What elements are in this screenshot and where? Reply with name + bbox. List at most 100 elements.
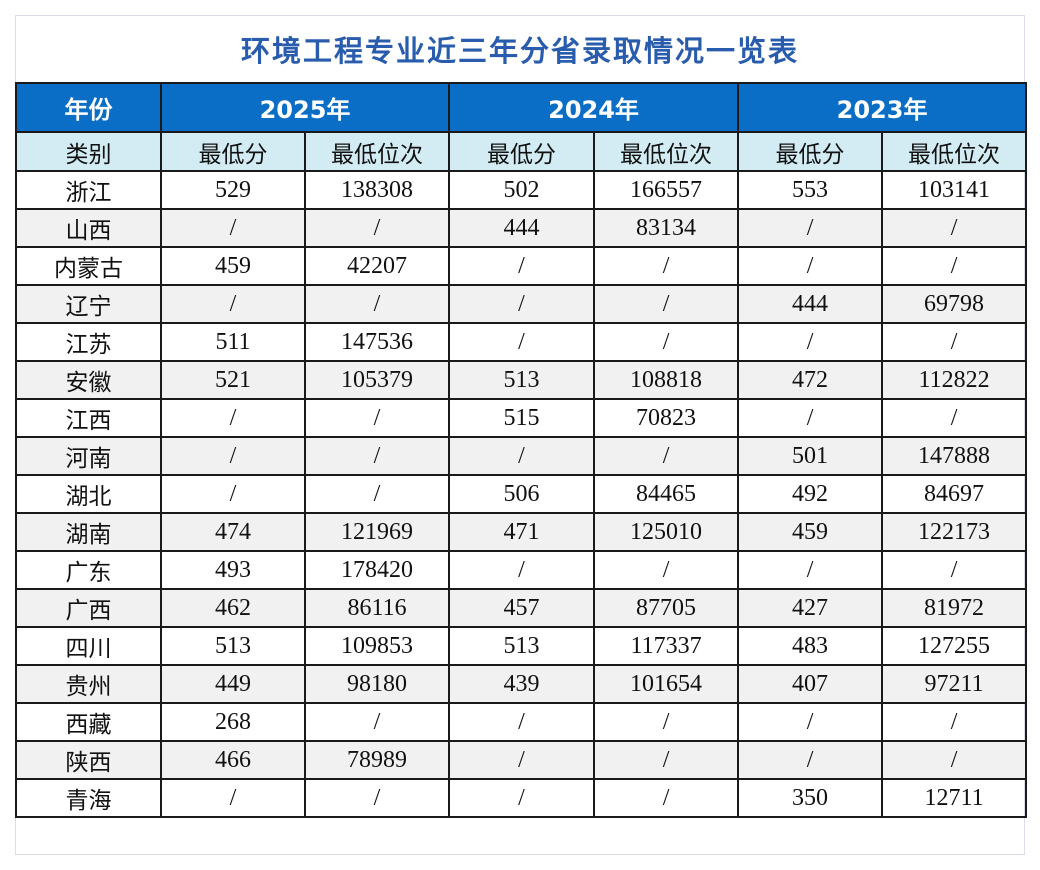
min-score-2023-cell: 492	[737, 474, 884, 514]
min-rank-2025-cell: /	[303, 778, 451, 818]
min-rank-header: 最低位次	[881, 131, 1028, 172]
min-rank-2023-cell: /	[881, 208, 1028, 248]
min-score-2023-cell: /	[737, 550, 884, 590]
min-score-2024-cell: /	[448, 550, 596, 590]
min-score-2025-cell: 529	[160, 170, 306, 210]
province-cell: 贵州	[15, 664, 162, 704]
min-rank-2024-cell: /	[593, 322, 740, 362]
min-score-2024-cell: /	[448, 284, 596, 324]
table-body: 浙江 529 138308 502 166557 553 103141 山西 //444 8313…	[15, 170, 1028, 818]
min-rank-2024-cell: 108818	[593, 360, 740, 400]
province-cell: 湖南	[15, 512, 162, 552]
table-row: 贵州 449 98180 439 101654 407 97211	[15, 664, 1028, 704]
min-rank-2023-cell: 127255	[881, 626, 1028, 666]
min-score-2025-cell: 474	[160, 512, 306, 552]
admission-table: 年份 2025年 2024年 2023年 类别 最低分 最低位次 最低分 最低位…	[15, 82, 1028, 818]
min-rank-2024-cell: 84465	[593, 474, 740, 514]
table-row: 广东 493 178420// / /	[15, 550, 1028, 590]
min-rank-header: 最低位次	[593, 131, 740, 172]
province-cell: 陕西	[15, 740, 162, 780]
min-score-2023-cell: 350	[737, 778, 884, 818]
province-cell: 浙江	[15, 170, 162, 210]
province-cell: 江苏	[15, 322, 162, 362]
min-score-2025-cell: 268	[160, 702, 306, 742]
min-rank-2024-cell: /	[593, 702, 740, 742]
table-row: 辽宁 / / //444 69798	[15, 284, 1028, 324]
min-rank-2023-cell: /	[881, 740, 1028, 780]
min-rank-2025-cell: 105379	[303, 360, 451, 400]
min-score-2024-cell: 502	[448, 170, 596, 210]
min-score-2024-cell: 457	[448, 588, 596, 628]
province-cell: 广西	[15, 588, 162, 628]
min-score-2025-cell: 513	[160, 626, 306, 666]
table-row: 安徽 521 105379 513 108818 472 112822	[15, 360, 1028, 400]
page-title: 环境工程专业近三年分省录取情况一览表	[240, 34, 799, 68]
min-score-2024-cell: 513	[448, 626, 596, 666]
province-cell: 内蒙古	[15, 246, 162, 286]
table-row: 江苏 511 147536// / /	[15, 322, 1028, 362]
min-score-2023-cell: 501	[737, 436, 884, 476]
min-score-2025-cell: 462	[160, 588, 306, 628]
province-cell: 辽宁	[15, 284, 162, 324]
min-rank-2025-cell: 109853	[303, 626, 451, 666]
min-score-2025-cell: /	[160, 398, 306, 438]
min-score-2024-cell: 506	[448, 474, 596, 514]
table-row: 江西 //515 70823//	[15, 398, 1028, 438]
min-rank-2025-cell: 86116	[303, 588, 451, 628]
min-score-2024-cell: 515	[448, 398, 596, 438]
min-rank-2024-cell: /	[593, 284, 740, 324]
min-score-header: 最低分	[160, 131, 306, 172]
year-header-2023: 2023年	[737, 82, 1028, 133]
min-rank-2025-cell: /	[303, 284, 451, 324]
min-score-2025-cell: /	[160, 436, 306, 476]
min-rank-2023-cell: /	[881, 322, 1028, 362]
table-row: 湖北 //506 84465 492 84697	[15, 474, 1028, 514]
min-rank-2023-cell: /	[881, 246, 1028, 286]
table-row: 广西 462 86116 457 87705 427 81972	[15, 588, 1028, 628]
min-rank-2024-cell: 70823	[593, 398, 740, 438]
min-rank-2023-cell: /	[881, 550, 1028, 590]
province-cell: 安徽	[15, 360, 162, 400]
min-score-2023-cell: 472	[737, 360, 884, 400]
min-score-2024-cell: /	[448, 702, 596, 742]
min-score-2024-cell: 471	[448, 512, 596, 552]
min-rank-2023-cell: /	[881, 702, 1028, 742]
min-score-2025-cell: /	[160, 284, 306, 324]
min-score-2024-cell: 439	[448, 664, 596, 704]
min-score-2023-cell: /	[737, 322, 884, 362]
min-score-header: 最低分	[448, 131, 596, 172]
table-row: 河南 / / //501 147888	[15, 436, 1028, 476]
min-rank-2025-cell: /	[303, 436, 451, 476]
min-rank-2023-cell: 84697	[881, 474, 1028, 514]
category-header-row: 类别 最低分 最低位次 最低分 最低位次 最低分 最低位次	[15, 131, 1028, 172]
min-rank-2023-cell: 122173	[881, 512, 1028, 552]
table-row: 陕西 466 78989// / /	[15, 740, 1028, 780]
min-rank-2025-cell: 121969	[303, 512, 451, 552]
min-score-2023-cell: 459	[737, 512, 884, 552]
min-score-2025-cell: 459	[160, 246, 306, 286]
min-rank-2025-cell: 178420	[303, 550, 451, 590]
min-rank-2025-cell: 42207	[303, 246, 451, 286]
min-score-2023-cell: 444	[737, 284, 884, 324]
min-rank-2025-cell: 98180	[303, 664, 451, 704]
min-score-2025-cell: /	[160, 208, 306, 248]
min-rank-2025-cell: 78989	[303, 740, 451, 780]
min-rank-2025-cell: /	[303, 702, 451, 742]
min-rank-2023-cell: 103141	[881, 170, 1028, 210]
min-score-2025-cell: 521	[160, 360, 306, 400]
table-row: 山西 //444 83134//	[15, 208, 1028, 248]
min-score-2024-cell: /	[448, 246, 596, 286]
min-rank-header: 最低位次	[303, 131, 451, 172]
province-cell: 西藏	[15, 702, 162, 742]
min-score-2025-cell: /	[160, 778, 306, 818]
min-rank-2024-cell: 101654	[593, 664, 740, 704]
province-cell: 湖北	[15, 474, 162, 514]
min-score-2023-cell: 427	[737, 588, 884, 628]
min-score-2024-cell: /	[448, 740, 596, 780]
min-score-2025-cell: 511	[160, 322, 306, 362]
min-rank-2024-cell: /	[593, 778, 740, 818]
year-header-2025: 2025年	[159, 82, 451, 133]
min-rank-2025-cell: 138308	[303, 170, 451, 210]
min-score-2023-cell: /	[737, 208, 884, 248]
table-row: 西藏 268// / / /	[15, 702, 1028, 742]
